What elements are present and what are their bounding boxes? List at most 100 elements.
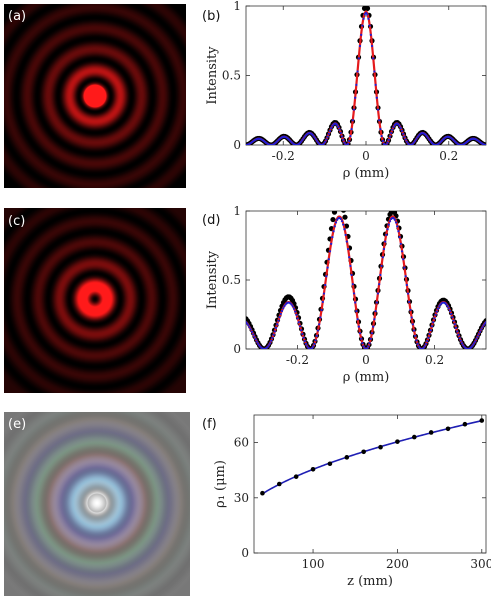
plot-area <box>246 6 486 145</box>
data-point <box>260 490 265 496</box>
simulation-point <box>363 13 366 16</box>
simulation-point <box>297 321 300 324</box>
y-axis-label: ρ₁ (μm) <box>213 460 228 508</box>
simulation-point <box>481 326 484 329</box>
simulation-point <box>370 332 374 335</box>
simulation-point <box>248 326 251 329</box>
simulation-point <box>279 312 282 316</box>
simulation-point <box>399 127 402 130</box>
simulation-point <box>352 292 356 295</box>
x-axis-label: z (mm) <box>347 574 393 589</box>
simulation-point <box>336 218 339 221</box>
simulation-point <box>405 283 408 287</box>
simulation-point <box>351 119 354 122</box>
simulation-point <box>424 342 428 346</box>
simulation-point <box>356 70 359 73</box>
simulation-point <box>315 139 318 142</box>
simulation-point <box>313 342 316 345</box>
simulation-point <box>434 313 437 316</box>
plot-frame <box>245 210 487 350</box>
simulation-point <box>433 317 436 320</box>
series-theory-line <box>246 215 486 349</box>
panel-label-d: (d) <box>202 213 220 228</box>
simulation-point <box>368 24 371 27</box>
simulation-point <box>354 301 357 304</box>
simulation-point <box>303 135 306 138</box>
simulation-point <box>453 323 456 326</box>
simulation-point <box>358 332 362 335</box>
simulation-point <box>476 335 479 338</box>
simulation-point <box>258 344 261 347</box>
simulation-point <box>387 223 390 226</box>
simulation-point <box>271 336 274 339</box>
panel-label-a: (a) <box>8 9 26 24</box>
simulation-point <box>367 345 370 348</box>
simulation-point <box>339 217 342 221</box>
simulation-point <box>325 138 328 141</box>
simulation-point <box>376 292 380 295</box>
simulation-point <box>400 129 404 132</box>
simulation-point <box>448 309 452 313</box>
simulation-point <box>338 128 341 131</box>
simulation-point <box>380 264 383 268</box>
simulation-point <box>406 292 410 295</box>
simulation-point <box>375 301 378 304</box>
chart-d: -0.2 0 0.2 0 0.5 1 ρ (mm) Intensity <box>205 204 487 385</box>
measured-point <box>342 214 348 220</box>
plot-frame <box>253 414 487 554</box>
simulation-point <box>330 242 333 245</box>
simulation-point <box>278 316 281 319</box>
x-axis-label: ρ (mm) <box>343 166 390 181</box>
series-simulation <box>246 216 486 349</box>
simulation-point <box>358 44 362 48</box>
simulation-point <box>291 305 294 308</box>
y-tick-label: 1 <box>233 0 241 13</box>
simulation-point <box>326 266 329 269</box>
simulation-point <box>447 307 450 310</box>
image-panel-a: (a) <box>4 4 186 188</box>
simulation-point <box>450 312 453 316</box>
simulation-point <box>411 323 414 326</box>
simulation-point <box>303 339 306 343</box>
y-tick-label: 0 <box>233 138 241 152</box>
simulation-point <box>348 139 351 143</box>
simulation-point <box>460 342 464 345</box>
simulation-point <box>375 96 378 99</box>
simulation-point <box>316 329 320 332</box>
simulation-point <box>333 225 336 228</box>
data-point <box>378 444 383 450</box>
y-axis-label: Intensity <box>205 46 220 105</box>
simulation-point <box>474 340 477 343</box>
simulation-point <box>426 135 429 138</box>
simulation-point <box>296 317 299 320</box>
data-point <box>361 449 366 455</box>
data-point <box>344 455 350 460</box>
simulation-point <box>427 137 430 140</box>
simulation-point <box>472 342 476 345</box>
simulation-point <box>480 328 483 331</box>
simulation-point <box>327 258 330 261</box>
image-c-rings <box>4 208 186 393</box>
simulation-point <box>295 313 298 316</box>
plot-area <box>246 206 486 349</box>
simulation-point <box>397 123 400 126</box>
panel-label-b: (b) <box>202 9 220 24</box>
simulation-point <box>373 318 376 321</box>
simulation-point <box>355 83 358 86</box>
panel-label-f: (f) <box>202 417 217 432</box>
simulation-point <box>361 342 364 345</box>
simulation-point <box>339 131 342 135</box>
fit-line <box>262 419 482 495</box>
simulation-point <box>302 137 305 140</box>
measured-point <box>333 206 338 211</box>
simulation-point <box>379 128 382 131</box>
simulation-point <box>252 333 255 336</box>
simulation-point <box>423 345 426 348</box>
simulation-point <box>430 325 434 328</box>
simulation-point <box>315 334 318 337</box>
simulation-point <box>446 305 449 308</box>
simulation-point <box>412 141 416 144</box>
simulation-point <box>384 240 387 243</box>
simulation-point <box>254 338 257 341</box>
simulation-point <box>334 221 338 224</box>
